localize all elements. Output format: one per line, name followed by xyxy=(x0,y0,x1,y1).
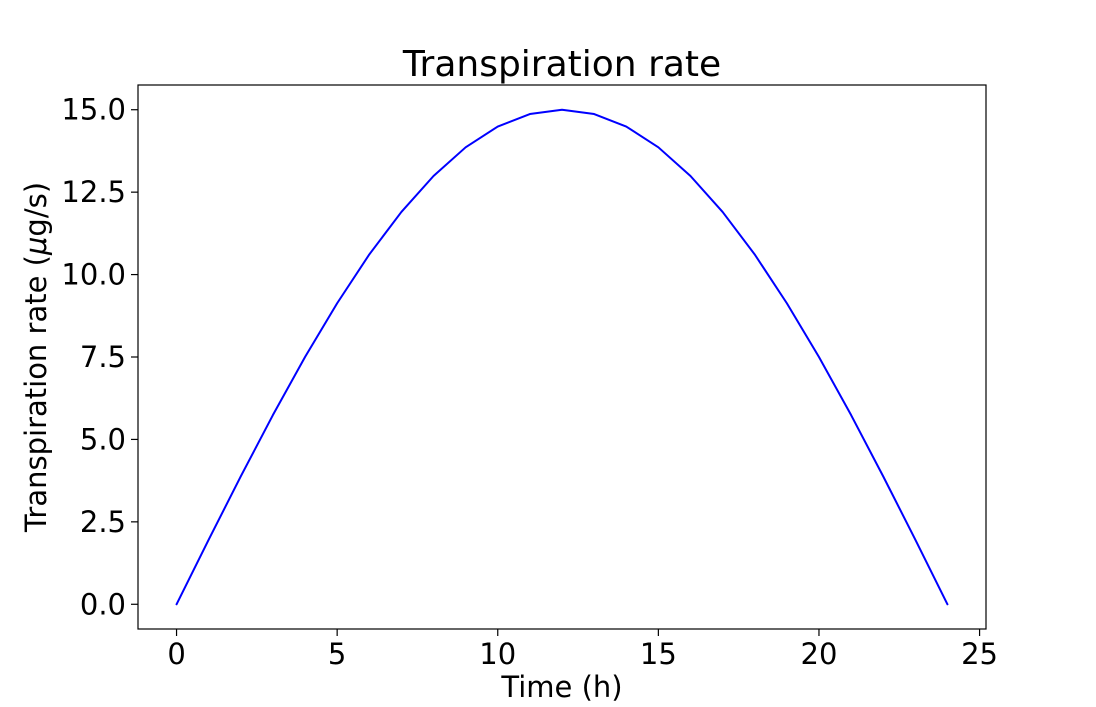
plot-area xyxy=(175,108,949,606)
x-tick-label: 0 xyxy=(167,637,185,671)
x-tick-label: 25 xyxy=(961,637,998,671)
y-tick-label: 7.5 xyxy=(80,340,126,374)
y-tick-label: 12.5 xyxy=(61,175,126,209)
y-axis-label: Transpiration rate (μg/s) xyxy=(19,182,53,533)
x-axis: 0 5 10 15 20 25 xyxy=(167,629,998,671)
y-tick-label: 15.0 xyxy=(61,93,126,127)
x-axis-label: Time (h) xyxy=(500,670,622,704)
y-axis-label-main: Transpiration rate ( xyxy=(19,255,53,533)
y-tick-label: 2.5 xyxy=(80,505,126,539)
y-axis-label-unit: g/s) xyxy=(19,182,53,237)
x-tick-label: 5 xyxy=(328,637,346,671)
y-tick-label: 0.0 xyxy=(80,587,126,621)
y-axis: 0.0 2.5 5.0 7.5 10.0 12.5 15.0 xyxy=(61,93,138,621)
y-tick-label: 10.0 xyxy=(61,258,126,292)
y-tick-label: 5.0 xyxy=(80,422,126,456)
series-line-transpiration xyxy=(175,108,949,606)
x-tick-label: 15 xyxy=(640,637,677,671)
chart-title: Transpiration rate xyxy=(402,44,721,85)
x-tick-label: 10 xyxy=(479,637,516,671)
x-tick-label: 20 xyxy=(801,637,838,671)
y-axis-label-mu: μ xyxy=(19,237,53,256)
